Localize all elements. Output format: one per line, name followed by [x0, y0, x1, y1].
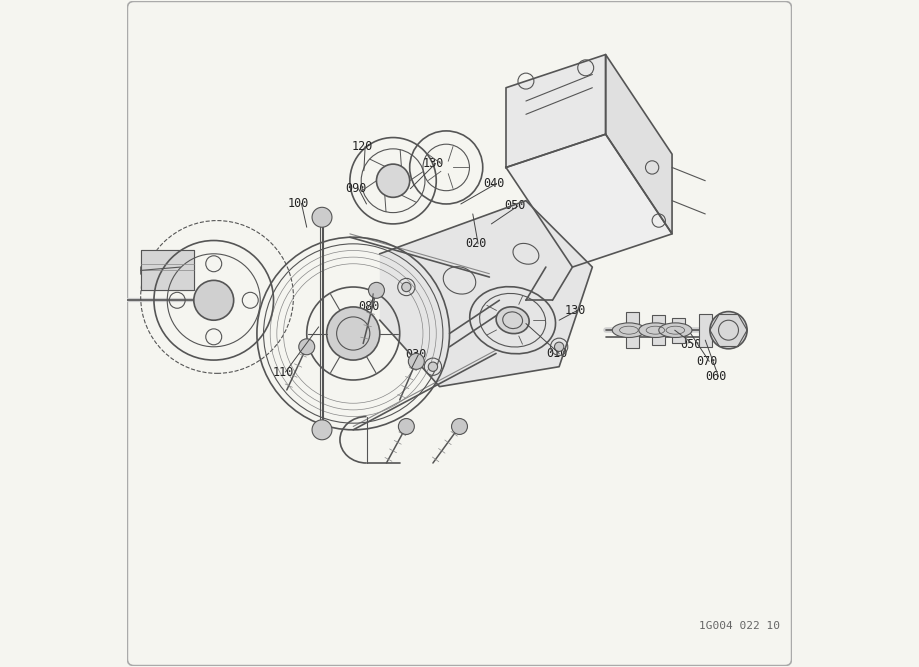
Polygon shape: [380, 201, 593, 387]
Text: 100: 100: [289, 197, 310, 210]
Bar: [626, 312, 639, 348]
Bar: [672, 317, 686, 343]
Text: 070: 070: [696, 355, 718, 368]
Text: 060: 060: [705, 370, 727, 383]
Circle shape: [402, 282, 411, 291]
Circle shape: [299, 339, 314, 355]
Text: 010: 010: [546, 347, 567, 360]
Text: 080: 080: [358, 300, 380, 313]
Ellipse shape: [496, 307, 529, 334]
Text: 050: 050: [505, 199, 526, 213]
Circle shape: [408, 354, 425, 370]
Polygon shape: [506, 55, 606, 167]
Ellipse shape: [639, 323, 672, 338]
Text: 090: 090: [346, 182, 367, 195]
Circle shape: [369, 282, 384, 298]
Bar: [652, 315, 665, 345]
Polygon shape: [141, 251, 194, 290]
Circle shape: [428, 362, 437, 372]
Circle shape: [326, 307, 380, 360]
Text: 130: 130: [423, 157, 444, 170]
Circle shape: [377, 164, 410, 197]
FancyBboxPatch shape: [128, 1, 791, 666]
Circle shape: [399, 418, 414, 434]
Text: 120: 120: [352, 139, 373, 153]
Text: 030: 030: [405, 348, 426, 362]
Circle shape: [194, 280, 233, 320]
Text: 110: 110: [272, 366, 293, 379]
Ellipse shape: [659, 323, 692, 338]
Text: 1G004 022 10: 1G004 022 10: [698, 621, 779, 631]
Polygon shape: [606, 55, 672, 234]
Circle shape: [312, 207, 332, 227]
Text: 020: 020: [465, 237, 486, 250]
Bar: [698, 313, 712, 347]
Circle shape: [709, 311, 747, 349]
Circle shape: [312, 420, 332, 440]
Circle shape: [554, 342, 563, 352]
Text: 050: 050: [680, 338, 701, 351]
Polygon shape: [506, 134, 672, 267]
Circle shape: [451, 418, 468, 434]
Text: 040: 040: [483, 177, 505, 190]
Text: 130: 130: [564, 303, 585, 317]
Ellipse shape: [612, 323, 645, 338]
